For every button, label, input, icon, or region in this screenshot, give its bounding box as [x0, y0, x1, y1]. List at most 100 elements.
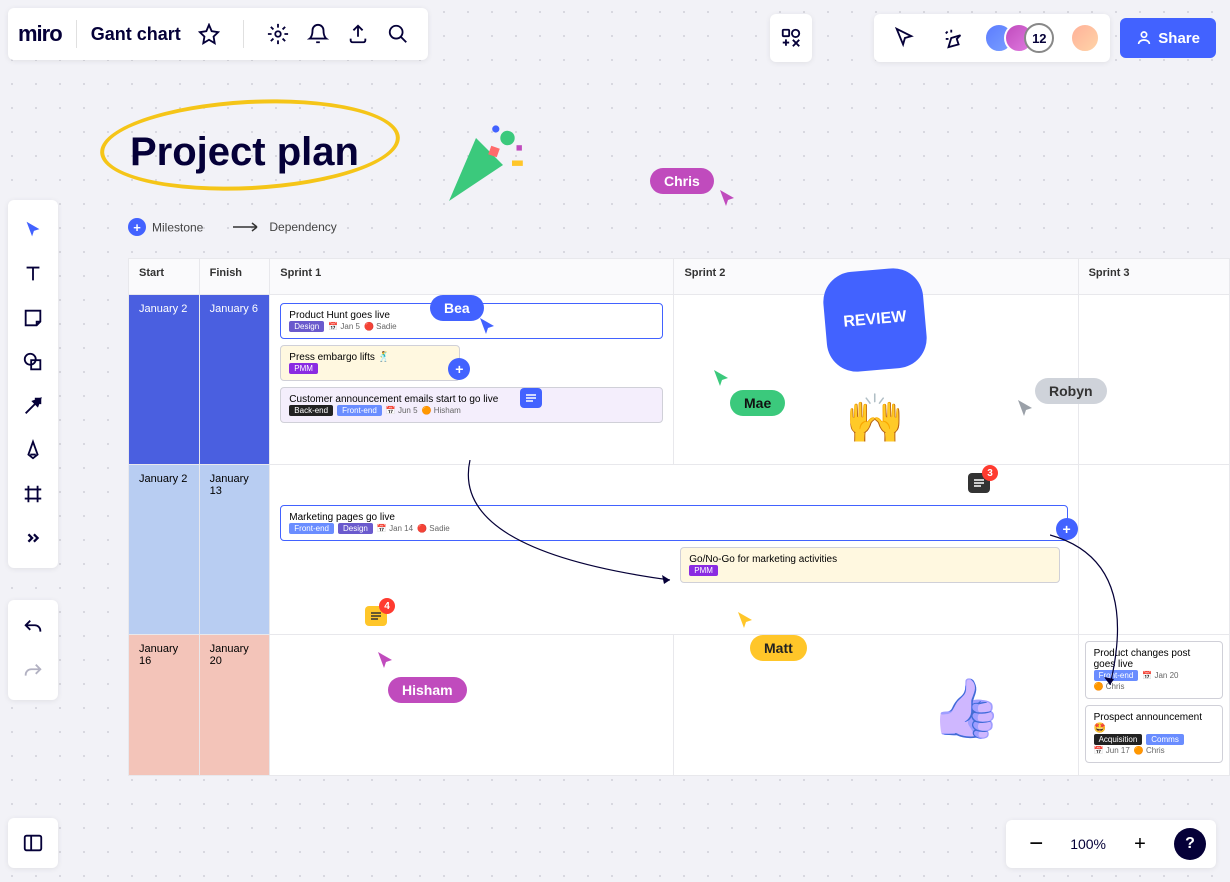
legend-dependency: Dependency: [233, 220, 336, 234]
undo-redo-box: [8, 600, 58, 700]
legend: +Milestone Dependency: [128, 218, 337, 236]
arrow-tool[interactable]: [8, 384, 58, 428]
star-icon[interactable]: [197, 22, 221, 46]
tag: PMM: [689, 565, 718, 576]
top-toolbar: miro Gant chart: [8, 8, 428, 60]
help-button[interactable]: ?: [1174, 828, 1206, 860]
apps-button[interactable]: [770, 14, 812, 62]
comment-thread[interactable]: 3: [968, 473, 990, 493]
divider: [76, 20, 77, 48]
zoom-out-button[interactable]: −: [1024, 832, 1048, 856]
sticky-tool[interactable]: [8, 296, 58, 340]
col-start: Start: [129, 259, 200, 295]
row3-sprint2[interactable]: [674, 635, 1078, 776]
row3-sprint1[interactable]: [270, 635, 674, 776]
tag: Back-end: [289, 405, 333, 416]
card-owner: 🟠 Chris: [1134, 746, 1165, 755]
card-title: Go/No-Go for marketing activities: [689, 554, 1051, 565]
logo[interactable]: miro: [18, 21, 62, 47]
task-card[interactable]: Press embargo lifts 🕺 PMM +: [280, 345, 460, 381]
pen-tool[interactable]: [8, 428, 58, 472]
side-toolbar: [8, 200, 58, 568]
card-date: 📅 Jun 17: [1094, 746, 1130, 755]
comment-icon[interactable]: [520, 388, 542, 408]
redo-button[interactable]: [8, 650, 58, 694]
thumbs-up-sticker[interactable]: 👍: [930, 675, 1002, 743]
top-right-toolbar: 12 Share: [874, 14, 1216, 62]
cursor-icon[interactable]: [892, 26, 916, 50]
comment-count-badge: 4: [379, 598, 395, 614]
comment-count-badge: 3: [982, 465, 998, 481]
tag: Front-end: [337, 405, 382, 416]
tag: Design: [338, 523, 373, 534]
row3-sprint3[interactable]: Product changes post goes live Front-end…: [1078, 635, 1229, 776]
card-title: Product changes post goes live: [1094, 648, 1214, 670]
share-label: Share: [1158, 30, 1200, 47]
card-owner: 🟠 Hisham: [422, 406, 461, 415]
share-button[interactable]: Share: [1120, 18, 1216, 58]
card-date: 📅 Jan 14: [377, 524, 413, 533]
tag: Acquisition: [1094, 734, 1143, 745]
text-tool[interactable]: [8, 252, 58, 296]
settings-icon[interactable]: [266, 22, 290, 46]
zoom-toolbar: − 100% + ?: [1006, 820, 1216, 868]
export-icon[interactable]: [346, 22, 370, 46]
row2-start: January 2: [129, 465, 200, 635]
search-icon[interactable]: [386, 22, 410, 46]
tag: Front-end: [1094, 670, 1139, 681]
cursor-mae: Mae: [730, 390, 785, 416]
milestone-node[interactable]: +: [1056, 518, 1078, 540]
row2-finish: January 13: [199, 465, 270, 635]
frame-tool[interactable]: [8, 472, 58, 516]
zoom-percent[interactable]: 100%: [1070, 836, 1106, 852]
hands-emoji-sticker[interactable]: 🙌: [845, 390, 905, 447]
task-card[interactable]: Product changes post goes live Front-end…: [1085, 641, 1223, 699]
task-card[interactable]: Go/No-Go for marketing activities PMM: [680, 547, 1060, 583]
row1-start: January 2: [129, 295, 200, 465]
card-title: Press embargo lifts 🕺: [289, 352, 451, 363]
cursor-bea: Bea: [430, 295, 484, 321]
card-title: Prospect announcement 🤩: [1094, 712, 1214, 734]
milestone-node[interactable]: +: [448, 358, 470, 380]
card-owner: 🔴 Sadie: [364, 322, 397, 331]
card-title: Marketing pages go live: [289, 512, 1058, 523]
avatar-self[interactable]: [1070, 23, 1100, 53]
canvas-content[interactable]: Project plan +Milestone Dependency Start…: [90, 90, 1230, 810]
card-date: 📅 Jan 5: [328, 322, 360, 331]
row3-start: January 16: [129, 635, 200, 776]
tag: PMM: [289, 363, 318, 374]
tag: Comms: [1146, 734, 1184, 745]
shape-tool[interactable]: [8, 340, 58, 384]
comment-thread[interactable]: 4: [365, 606, 387, 626]
gantt-table[interactable]: Start Finish Sprint 1 Sprint 2 Sprint 3 …: [128, 258, 1230, 776]
task-card[interactable]: Customer announcement emails start to go…: [280, 387, 663, 423]
page-title: Project plan: [130, 130, 359, 175]
panel-toggle[interactable]: [8, 818, 58, 868]
select-tool[interactable]: [8, 208, 58, 252]
notification-icon[interactable]: [306, 22, 330, 46]
card-owner: 🔴 Sadie: [417, 524, 450, 533]
card-date: 📅 Jun 5: [386, 406, 418, 415]
plus-icon: +: [128, 218, 146, 236]
card-date: 📅 Jan 20: [1142, 671, 1178, 680]
review-sticker[interactable]: REVIEW: [825, 270, 925, 370]
col-finish: Finish: [199, 259, 270, 295]
row3-finish: January 20: [199, 635, 270, 776]
confetti-sticker[interactable]: [440, 120, 530, 210]
presence-box: 12: [874, 14, 1110, 62]
task-card[interactable]: Prospect announcement 🤩 AcquisitionComms…: [1085, 705, 1223, 763]
zoom-in-button[interactable]: +: [1128, 832, 1152, 856]
tag: Front-end: [289, 523, 334, 534]
more-tools[interactable]: [8, 516, 58, 560]
avatar-stack[interactable]: 12: [984, 23, 1054, 53]
row2-sprint3[interactable]: [1078, 465, 1229, 635]
board-name[interactable]: Gant chart: [91, 24, 181, 45]
undo-button[interactable]: [8, 606, 58, 650]
col-sprint1: Sprint 1: [270, 259, 674, 295]
divider: [243, 20, 244, 48]
reactions-icon[interactable]: [942, 26, 966, 50]
avatar-overflow[interactable]: 12: [1024, 23, 1054, 53]
cursor-chris: Chris: [650, 168, 714, 194]
legend-milestone: +Milestone: [128, 218, 203, 236]
task-card[interactable]: Marketing pages go live Front-end Design 📅…: [280, 505, 1067, 541]
